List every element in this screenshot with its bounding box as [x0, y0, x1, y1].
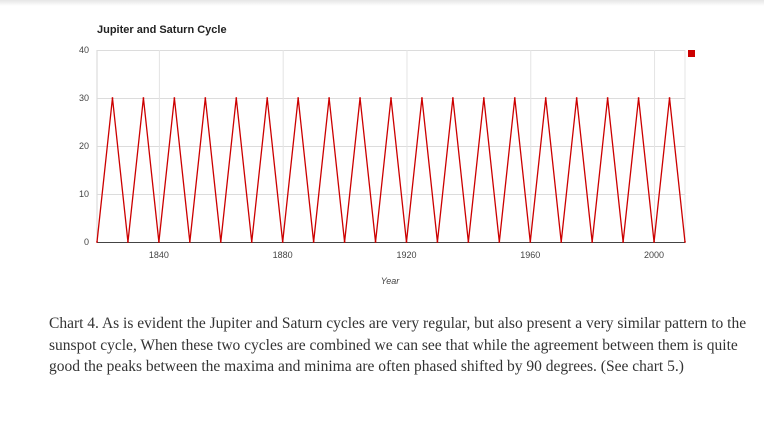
data-point [188, 241, 191, 243]
data-point [668, 97, 671, 99]
data-point [513, 97, 516, 99]
y-tick-label: 30 [79, 93, 89, 103]
y-tick-label: 0 [84, 237, 89, 247]
data-point [498, 241, 501, 243]
data-point [405, 241, 408, 243]
chart-title: Jupiter and Saturn Cycle [97, 24, 227, 36]
data-point [374, 241, 377, 243]
data-point [684, 241, 686, 243]
data-point [173, 97, 176, 99]
data-point [157, 241, 160, 243]
x-tick-label: 2000 [644, 250, 664, 260]
chart-container: 0 10 20 30 40 1840 1880 1920 1960 2000 Jupiter an… [79, 24, 695, 286]
data-point [312, 241, 315, 243]
data-point [266, 97, 269, 99]
x-tick-label: 1840 [149, 250, 169, 260]
chart-grid [96, 50, 686, 243]
x-tick-label: 1920 [396, 250, 416, 260]
data-point [250, 241, 253, 243]
data-point [436, 241, 439, 243]
data-point [281, 241, 284, 243]
y-tick-label: 20 [79, 141, 89, 151]
chart-svg: 0 10 20 30 40 1840 1880 1920 1960 2000 Jupiter an… [79, 24, 695, 286]
data-point [359, 97, 361, 99]
chart-caption: Chart 4. As is evident the Jupiter and S… [49, 315, 747, 375]
data-point [467, 241, 470, 243]
x-tick-label: 1880 [273, 250, 293, 260]
data-point [622, 241, 625, 243]
data-point [529, 241, 532, 243]
data-point [451, 97, 454, 99]
data-point [390, 97, 392, 99]
data-point [482, 97, 485, 99]
data-point [591, 241, 594, 243]
data-point [421, 97, 423, 99]
x-tick-label: 1960 [520, 250, 540, 260]
y-tick-label: 40 [79, 45, 89, 55]
data-point [343, 241, 346, 243]
data-point [235, 97, 238, 99]
data-point [127, 241, 129, 243]
legend-swatch [688, 50, 695, 57]
data-point [637, 97, 640, 99]
data-point [142, 97, 145, 99]
series-line [96, 97, 686, 243]
top-divider [0, 0, 764, 6]
data-point [328, 97, 331, 99]
data-point [560, 241, 563, 243]
data-point [219, 241, 222, 243]
data-point [96, 241, 98, 243]
data-point [575, 97, 578, 99]
x-axis-title: Year [381, 276, 401, 286]
data-point [544, 97, 547, 99]
data-point [204, 97, 207, 99]
chart-series-group [96, 97, 686, 243]
data-point [111, 97, 114, 99]
chart-tick-labels: 0 10 20 30 40 1840 1880 1920 1960 2000 [79, 45, 664, 260]
y-tick-label: 10 [79, 189, 89, 199]
data-point [297, 97, 300, 99]
data-point [606, 97, 609, 99]
data-point [653, 241, 655, 243]
